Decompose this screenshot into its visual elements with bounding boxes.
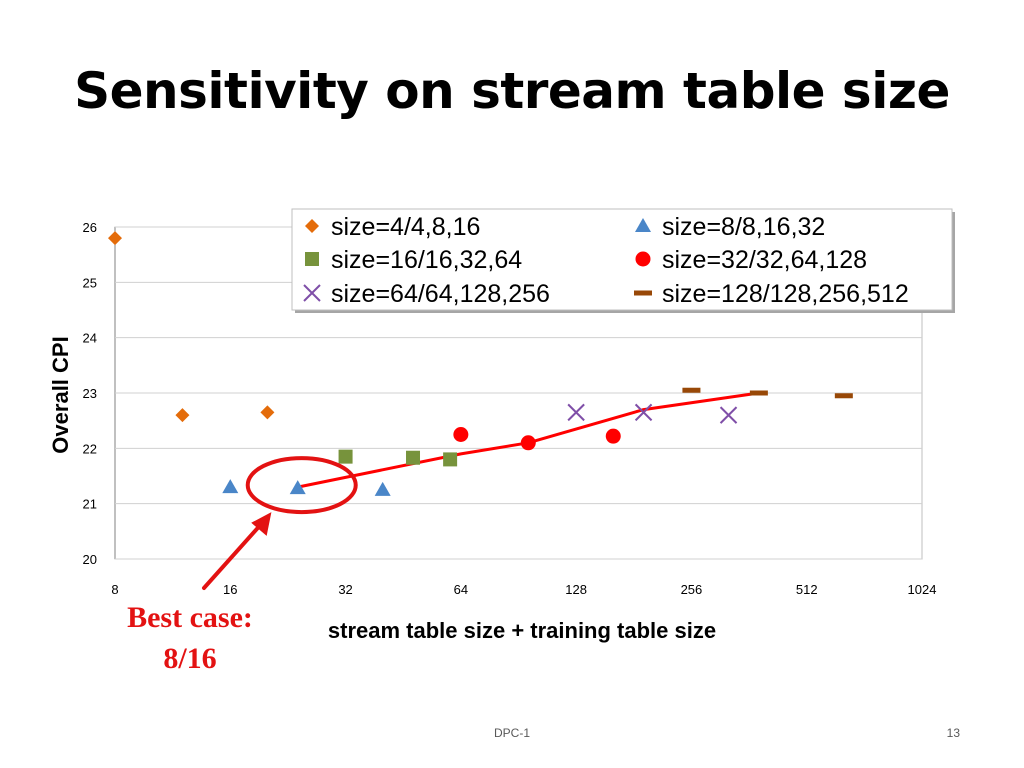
- y-axis-title: Overall CPI: [48, 336, 73, 453]
- legend-label: size=32/32,64,128: [662, 246, 867, 274]
- data-point: [605, 428, 621, 444]
- highlight-ellipse: [245, 456, 358, 515]
- x-tick-label: 128: [565, 582, 587, 597]
- legend-marker: [634, 290, 652, 296]
- data-point: [453, 427, 469, 442]
- arrow-shaft: [202, 519, 266, 590]
- x-tick-label: 8: [111, 582, 118, 597]
- x-tick-label: 32: [338, 582, 352, 597]
- arrow-head: [251, 512, 272, 536]
- data-point: [443, 452, 458, 467]
- data-point: [682, 387, 701, 393]
- best-case-label-line1: Best case:: [127, 601, 253, 634]
- data-point: [338, 449, 353, 464]
- legend-marker: [305, 219, 319, 233]
- y-tick-label: 23: [83, 386, 97, 401]
- x-tick-label: 1024: [908, 582, 937, 597]
- legend-marker: [635, 218, 651, 232]
- legend-label: size=4/4,8,16: [331, 213, 480, 241]
- y-tick-labels: 20 21 22 23 24 25 26: [83, 220, 97, 567]
- legend-label: size=64/64,128,256: [331, 280, 550, 308]
- legend-box: [291, 208, 953, 311]
- legend-entry: size=32/32,64,128: [635, 246, 867, 274]
- x-tick-label: 16: [223, 582, 237, 597]
- y-tick-label: 24: [83, 331, 97, 346]
- legend: size=4/4,8,16 size=8/8,16,32 size=16/16,32…: [291, 208, 955, 313]
- legend-entry: size=64/64,128,256: [303, 280, 550, 308]
- y-tick-label: 20: [83, 552, 97, 567]
- y-tick-label: 25: [83, 275, 97, 290]
- data-point: [567, 403, 585, 422]
- data-point: [289, 480, 306, 495]
- data-point: [520, 435, 536, 451]
- legend-marker: [305, 252, 319, 266]
- legend-marker: [303, 284, 321, 302]
- legend-label: size=16/16,32,64: [331, 246, 522, 274]
- y-tick-label: 21: [83, 497, 97, 512]
- best-case-annotation: Best case: 8/16: [127, 456, 358, 675]
- data-point: [260, 405, 275, 420]
- y-tick-label: 26: [83, 220, 97, 235]
- data-point: [374, 481, 391, 496]
- y-tick-label: 22: [83, 441, 97, 456]
- legend-label: size=128/128,256,512: [662, 280, 909, 308]
- best-case-label-line2: 8/16: [163, 642, 216, 675]
- x-tick-label: 512: [796, 582, 818, 597]
- data-point: [108, 231, 122, 246]
- legend-entry: size=128/128,256,512: [634, 280, 909, 308]
- data-point: [406, 450, 421, 465]
- slide-title: Sensitivity on stream table size: [74, 62, 950, 120]
- page-number: 13: [946, 726, 960, 740]
- data-point: [222, 479, 239, 494]
- legend-entry: size=4/4,8,16: [305, 213, 480, 241]
- x-tick-label: 64: [454, 582, 468, 597]
- data-point: [719, 406, 738, 424]
- data-point: [634, 403, 653, 422]
- x-axis-title: stream table size + training table size: [328, 618, 716, 643]
- footer-text: DPC-1: [493, 726, 530, 740]
- data-points: [108, 231, 853, 496]
- data-point: [834, 393, 853, 399]
- legend-entry: size=16/16,32,64: [305, 246, 522, 274]
- legend-label: size=8/8,16,32: [662, 213, 825, 241]
- data-point: [175, 408, 190, 423]
- legend-entry: size=8/8,16,32: [635, 213, 825, 241]
- data-point: [749, 390, 768, 396]
- x-tick-label: 256: [681, 582, 703, 597]
- legend-marker: [635, 251, 651, 267]
- x-tick-labels: 8 16 32 64 128 256 512 1024: [111, 582, 936, 597]
